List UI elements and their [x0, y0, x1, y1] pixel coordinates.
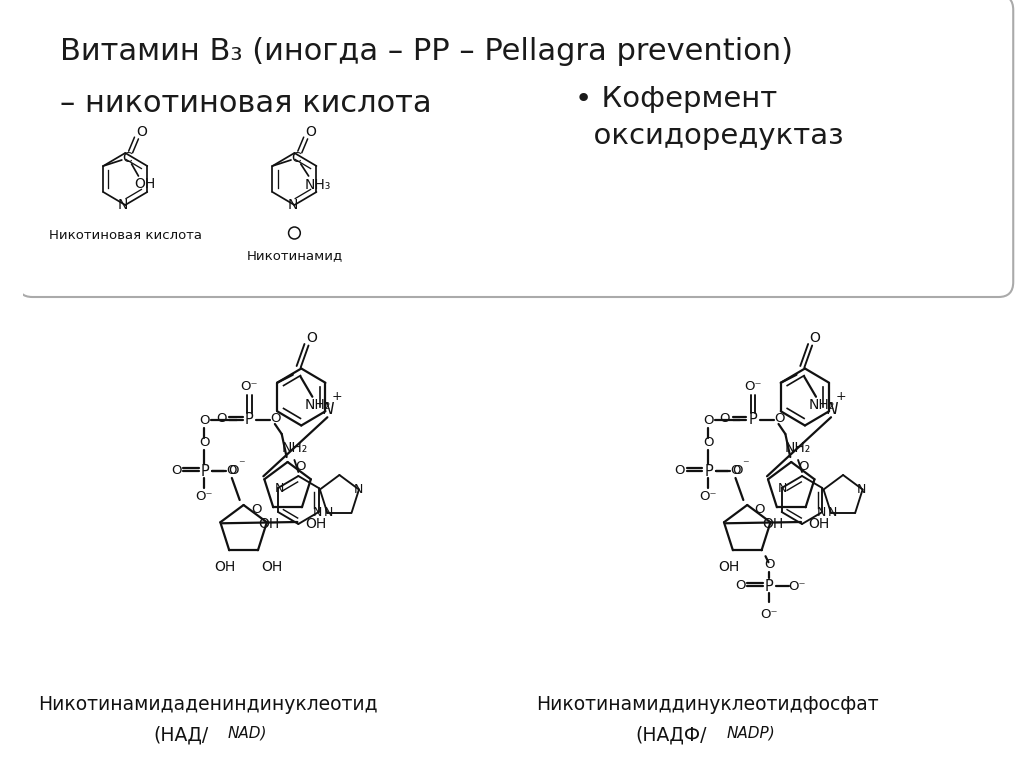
- Text: NH₂: NH₂: [785, 441, 811, 455]
- Text: O: O: [216, 413, 226, 426]
- Text: NAD): NAD): [228, 725, 267, 740]
- Text: N: N: [353, 483, 362, 496]
- Text: O: O: [171, 463, 181, 476]
- Text: NH₂: NH₂: [305, 398, 332, 412]
- Text: OH: OH: [261, 560, 283, 574]
- Text: N: N: [826, 402, 838, 416]
- Text: ⁻: ⁻: [239, 459, 245, 472]
- Text: • Кофермент
  оксидоредуктаз: • Кофермент оксидоредуктаз: [575, 85, 844, 150]
- Text: N: N: [323, 402, 334, 416]
- Text: N: N: [324, 506, 333, 519]
- Text: NH₂: NH₂: [282, 441, 307, 455]
- Text: C: C: [122, 151, 131, 165]
- Text: N: N: [817, 505, 826, 518]
- Text: O: O: [732, 465, 742, 478]
- Text: +: +: [332, 390, 342, 403]
- Text: P: P: [201, 463, 210, 479]
- Text: Никотинамидадениндинуклеотид: Никотинамидадениндинуклеотид: [39, 695, 378, 714]
- Text: O: O: [764, 558, 775, 571]
- Text: N: N: [857, 483, 866, 496]
- Text: OH: OH: [259, 517, 280, 532]
- Text: N: N: [274, 482, 284, 495]
- Text: OH: OH: [762, 517, 783, 532]
- Text: O⁻: O⁻: [744, 380, 762, 393]
- Text: O: O: [136, 125, 146, 139]
- Text: O: O: [295, 460, 305, 473]
- Text: P: P: [245, 413, 254, 427]
- Text: (НАДФ/: (НАДФ/: [636, 725, 708, 744]
- Text: O⁻: O⁻: [761, 607, 778, 621]
- Text: O⁻: O⁻: [196, 491, 213, 503]
- Text: N: N: [778, 482, 787, 495]
- FancyBboxPatch shape: [17, 0, 1013, 297]
- Text: O⁻: O⁻: [241, 380, 258, 393]
- Text: OH: OH: [215, 560, 236, 574]
- Text: N: N: [288, 198, 298, 212]
- Text: OH: OH: [134, 177, 156, 191]
- Text: P: P: [749, 413, 758, 427]
- Text: O: O: [226, 465, 238, 478]
- Text: O: O: [720, 413, 730, 426]
- Text: O: O: [200, 413, 210, 426]
- Text: O: O: [305, 125, 316, 139]
- Text: O⁻: O⁻: [699, 491, 717, 503]
- Text: O: O: [675, 463, 685, 476]
- Text: Никотинамид: Никотинамид: [247, 249, 343, 262]
- Text: O: O: [228, 465, 239, 478]
- Text: O: O: [730, 465, 740, 478]
- Text: O⁻: O⁻: [788, 580, 806, 593]
- Text: Витамин В₃ (иногда – РР – Pellagra prevention): Витамин В₃ (иногда – РР – Pellagra preve…: [59, 37, 793, 66]
- Text: +: +: [836, 390, 846, 403]
- Text: O: O: [755, 503, 765, 516]
- Text: O: O: [200, 436, 210, 449]
- Text: P: P: [705, 463, 714, 479]
- Text: NH₃: NH₃: [304, 178, 331, 192]
- Text: NADP): NADP): [727, 725, 775, 740]
- Text: O: O: [799, 460, 809, 473]
- Text: OH: OH: [718, 560, 739, 574]
- Text: ⁻: ⁻: [742, 459, 749, 472]
- Text: C: C: [291, 151, 301, 165]
- Text: O: O: [251, 503, 261, 516]
- Text: P: P: [765, 579, 774, 594]
- Text: (НАД/: (НАД/: [154, 725, 208, 744]
- Text: O: O: [306, 331, 316, 344]
- Text: O: O: [810, 331, 820, 344]
- Text: – никотиновая кислота: – никотиновая кислота: [59, 89, 431, 118]
- Text: O: O: [270, 412, 282, 424]
- Text: N: N: [313, 505, 323, 518]
- Text: N: N: [827, 506, 837, 519]
- Text: O: O: [735, 579, 745, 591]
- Text: N: N: [118, 198, 128, 212]
- Text: Никотиновая кислота: Никотиновая кислота: [49, 229, 202, 242]
- Text: Никотинамиддинуклеотидфосфат: Никотинамиддинуклеотидфосфат: [536, 695, 879, 714]
- Text: O: O: [702, 436, 714, 449]
- Text: O: O: [774, 412, 784, 424]
- Text: NH₂: NH₂: [809, 398, 835, 412]
- Text: OH: OH: [809, 517, 829, 532]
- Text: OH: OH: [305, 517, 327, 532]
- Text: O: O: [702, 413, 714, 426]
